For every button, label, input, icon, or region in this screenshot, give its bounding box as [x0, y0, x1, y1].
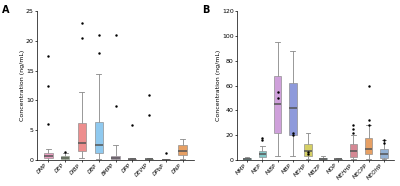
Bar: [78, 123, 86, 151]
Bar: [162, 159, 170, 160]
Bar: [334, 159, 342, 160]
Bar: [319, 158, 327, 159]
Bar: [178, 145, 187, 155]
Bar: [258, 151, 266, 157]
Bar: [380, 149, 388, 158]
Bar: [350, 144, 357, 157]
Bar: [61, 156, 69, 159]
Y-axis label: Concentration (ng/mL): Concentration (ng/mL): [20, 50, 24, 121]
Bar: [111, 156, 120, 159]
Text: A: A: [2, 5, 9, 15]
Bar: [145, 159, 153, 160]
Y-axis label: Concentration (ng/mL): Concentration (ng/mL): [216, 50, 221, 121]
Text: B: B: [202, 5, 209, 15]
Bar: [304, 144, 312, 155]
Bar: [94, 122, 103, 153]
Bar: [128, 159, 136, 160]
Bar: [365, 138, 372, 154]
Bar: [289, 83, 296, 135]
Bar: [274, 76, 281, 133]
Bar: [44, 153, 52, 158]
Bar: [243, 158, 251, 160]
